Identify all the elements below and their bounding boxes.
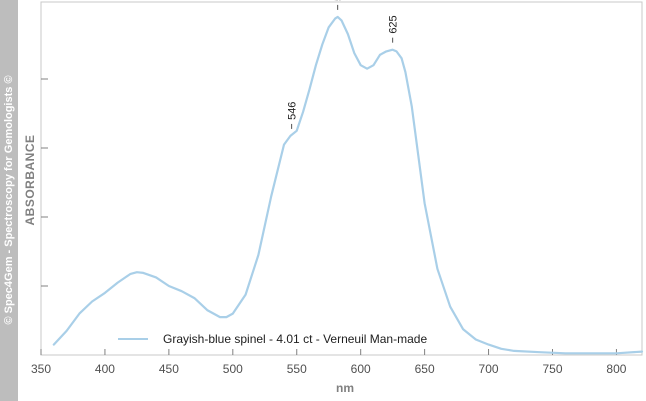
x-tick-label-500: 500 <box>223 362 243 376</box>
x-tick-label-400: 400 <box>95 362 115 376</box>
x-tick-label-700: 700 <box>479 362 499 376</box>
legend-label: Grayish-blue spinel - 4.01 ct - Verneuil… <box>163 332 427 346</box>
series-line-0 <box>52 15 644 355</box>
x-ticks: 350 400 450 500 550 600 650 700 750 800 <box>31 349 627 376</box>
x-axis-label: nm <box>336 381 354 395</box>
x-tick-label-650: 650 <box>415 362 435 376</box>
x-tick-label-450: 450 <box>159 362 179 376</box>
x-tick-label-800: 800 <box>606 362 626 376</box>
plot-frame <box>40 1 643 356</box>
peak-annotations: 546 582 625 <box>287 0 400 129</box>
peak-label-546: 546 <box>287 102 299 120</box>
y-ticks <box>41 78 48 287</box>
x-tick-label-350: 350 <box>31 362 51 376</box>
legend: Grayish-blue spinel - 4.01 ct - Verneuil… <box>118 332 427 346</box>
x-tick-label-550: 550 <box>287 362 307 376</box>
watermark-strip: © Spec4Gem - Spectroscopy for Gemologist… <box>0 0 18 401</box>
peak-label-625: 625 <box>388 15 400 33</box>
x-tick-label-600: 600 <box>351 362 371 376</box>
x-tick-label-750: 750 <box>542 362 562 376</box>
series-layer <box>52 15 644 355</box>
peak-label-582: 582 <box>333 0 345 1</box>
